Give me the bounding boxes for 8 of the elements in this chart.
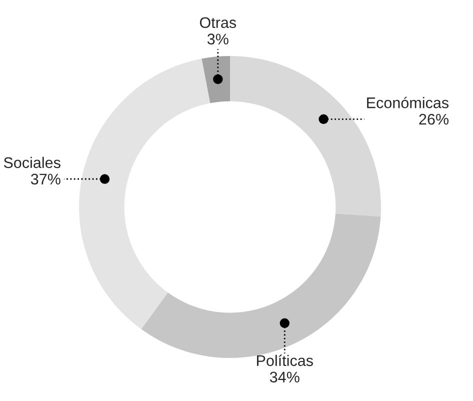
data-label: 37% <box>30 174 60 185</box>
slice-label: Económicas <box>367 96 449 108</box>
data-label: 26% <box>419 114 449 125</box>
slice-label: Otras <box>200 17 236 28</box>
slice-label: Políticas <box>257 354 313 366</box>
data-label: 3% <box>207 34 228 44</box>
data-label: 34% <box>270 372 300 383</box>
slice-label: Sociales <box>4 156 60 168</box>
